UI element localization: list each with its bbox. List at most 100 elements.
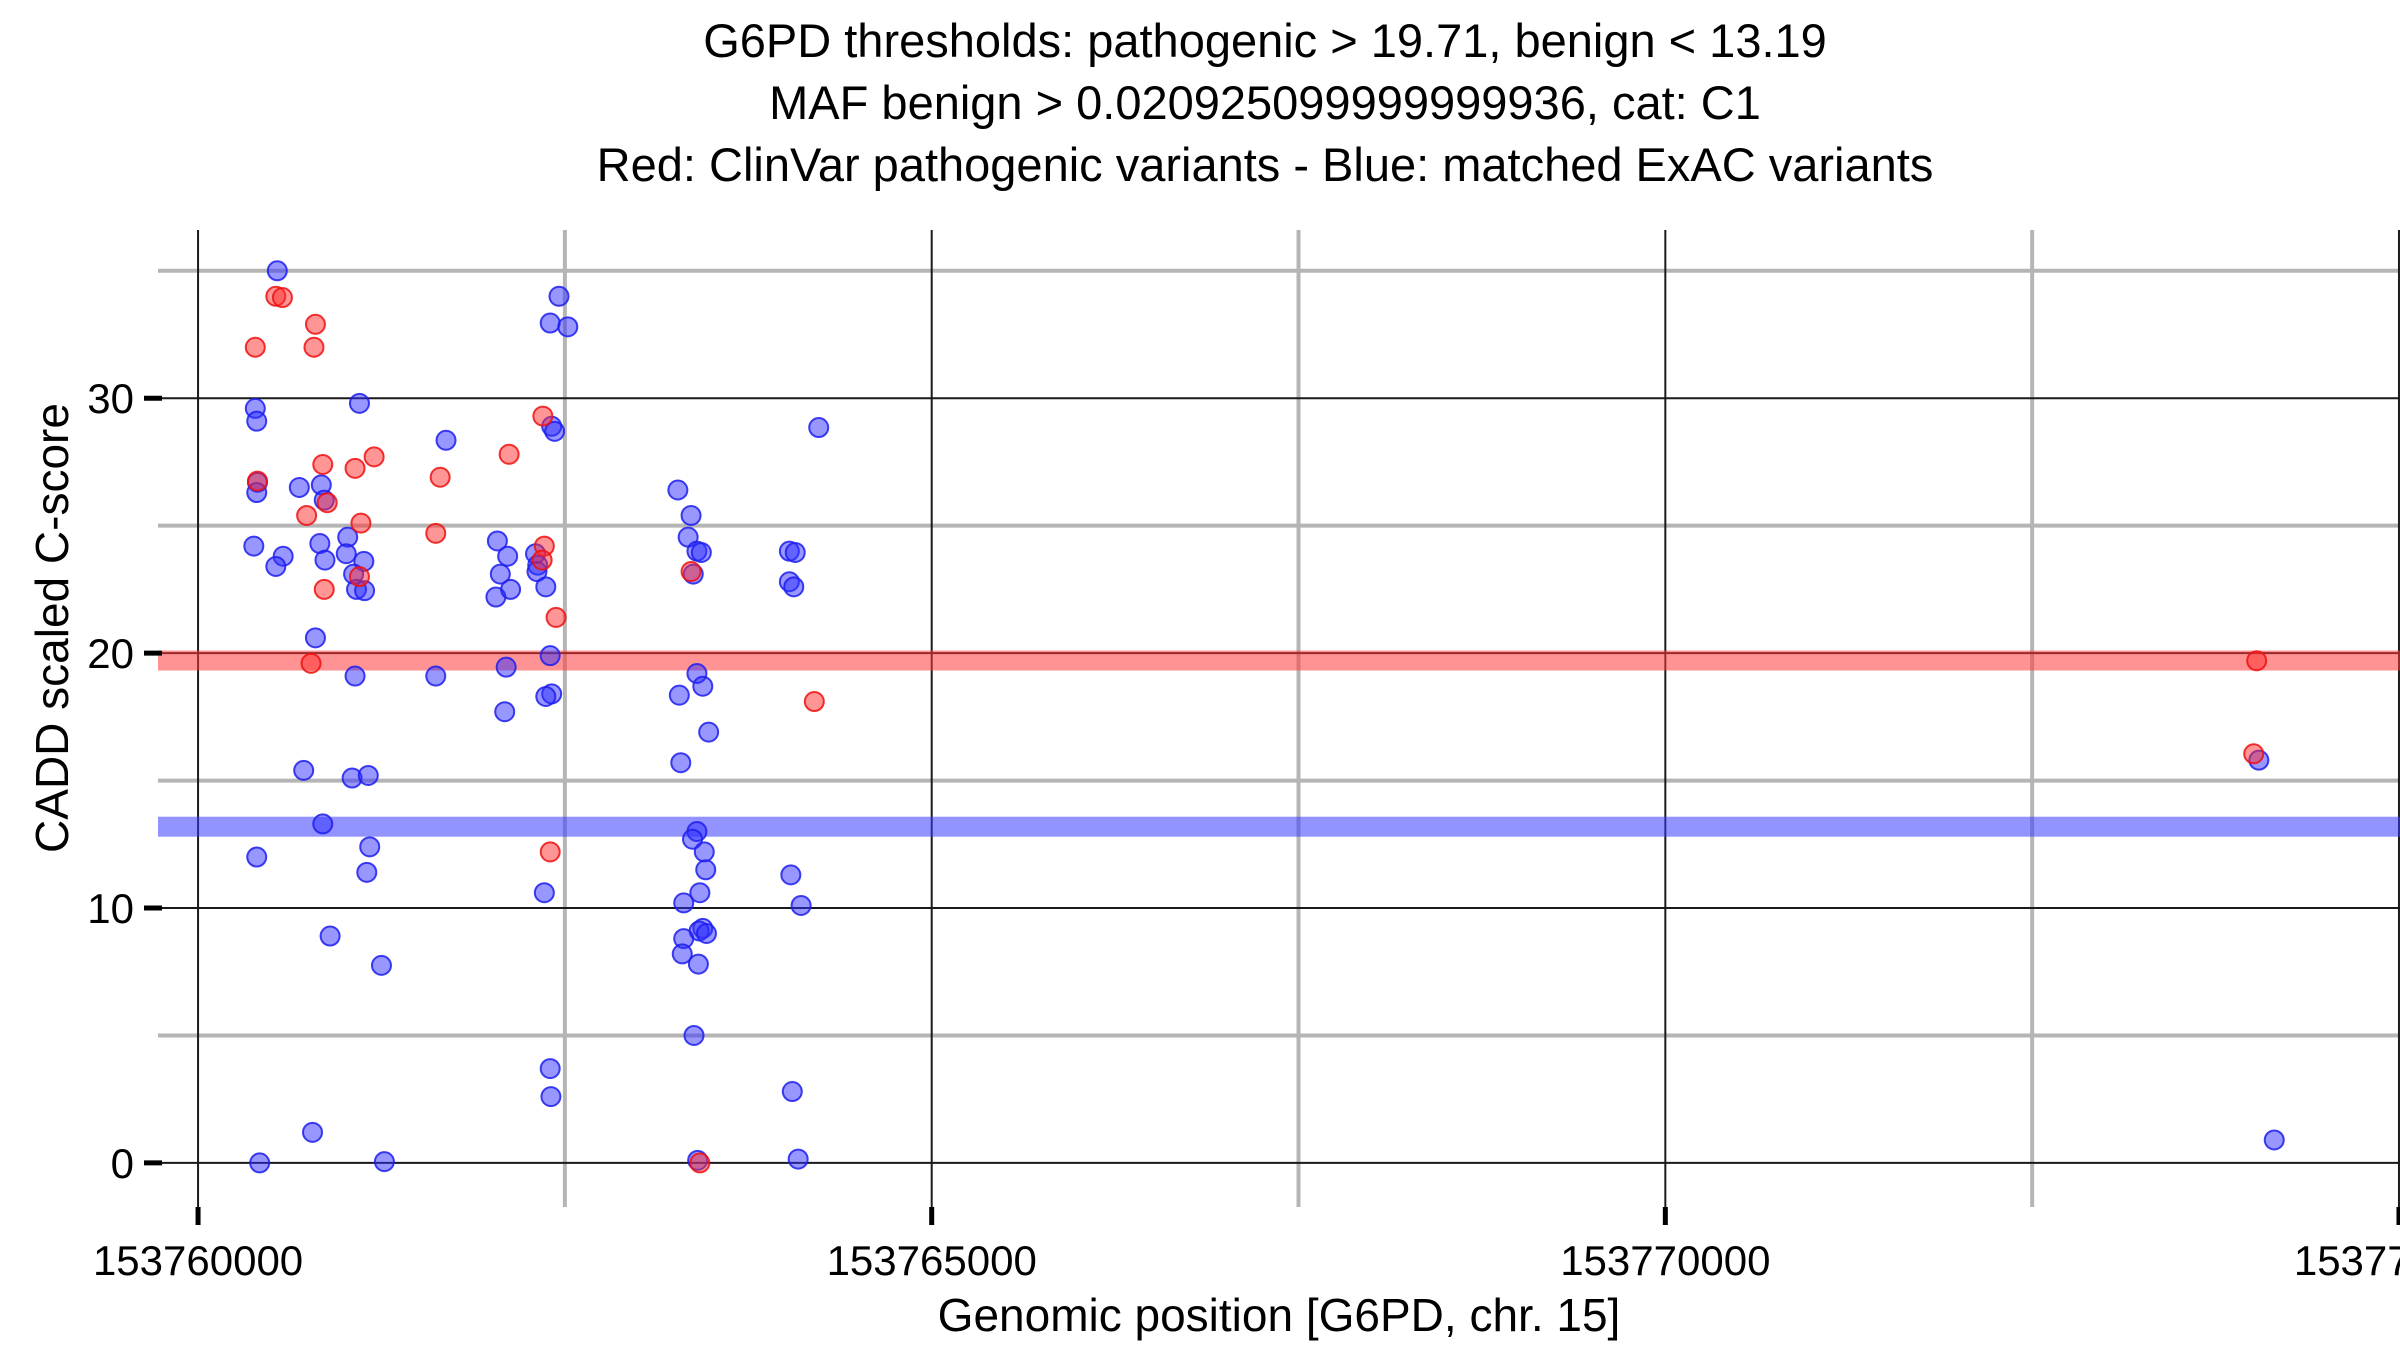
exac-matched-point (539, 645, 561, 667)
exac-matched-point (293, 759, 315, 781)
x-tick-label: 153775000 (2294, 1237, 2400, 1284)
clinvar-pathogenic-point (296, 504, 318, 526)
exac-matched-point (312, 813, 334, 835)
clinvar-pathogenic-point (244, 336, 266, 358)
exac-matched-point (687, 953, 709, 975)
exac-matched-point (533, 882, 555, 904)
exac-matched-point (344, 665, 366, 687)
clinvar-pathogenic-point (271, 287, 293, 309)
exac-matched-point (356, 861, 378, 883)
exac-matched-point (535, 685, 557, 707)
exac-matched-point (486, 530, 508, 552)
exac-matched-point (783, 576, 805, 598)
clinvar-pathogenic-point (2243, 743, 2265, 765)
exac-matched-point (425, 665, 447, 687)
chart-title-line1: G6PD thresholds: pathogenic > 19.71, ben… (703, 14, 1827, 67)
exac-matched-point (489, 563, 511, 585)
exac-matched-point (557, 316, 579, 338)
exac-matched-point (335, 543, 357, 565)
exac-matched-point (540, 1086, 562, 1108)
clinvar-pathogenic-point (539, 841, 561, 863)
clinvar-pathogenic-point (350, 512, 372, 534)
exac-matched-point (319, 925, 341, 947)
clinvar-pathogenic-point (313, 578, 335, 600)
exac-matched-point (808, 417, 830, 439)
exac-matched-point (689, 882, 711, 904)
exac-matched-point (539, 1058, 561, 1080)
benign-threshold-band (158, 816, 2400, 837)
exac-matched-point (544, 420, 566, 442)
exac-matched-point (373, 1151, 395, 1173)
y-tick-label: 0 (111, 1140, 134, 1187)
x-tick-label: 153770000 (1560, 1237, 1770, 1284)
exac-matched-point (304, 627, 326, 649)
exac-matched-point (667, 479, 689, 501)
exac-matched-point (695, 923, 717, 945)
exac-matched-point (243, 535, 265, 557)
clinvar-pathogenic-point (363, 446, 385, 468)
exac-matched-point (671, 943, 693, 965)
clinvar-pathogenic-point (429, 466, 451, 488)
x-tick-label: 153760000 (93, 1237, 303, 1284)
exac-matched-point (435, 429, 457, 451)
exac-matched-point (692, 675, 714, 697)
clinvar-pathogenic-point (425, 522, 447, 544)
exac-matched-point (790, 894, 812, 916)
chart-title: G6PD thresholds: pathogenic > 19.71, ben… (130, 10, 2400, 196)
clinvar-pathogenic-point (531, 549, 553, 571)
exac-matched-point (314, 549, 336, 571)
exac-matched-point (288, 476, 310, 498)
exac-matched-point (357, 764, 379, 786)
x-tick-label: 153765000 (827, 1237, 1037, 1284)
clinvar-pathogenic-point (803, 691, 825, 713)
clinvar-pathogenic-point (303, 336, 325, 358)
exac-matched-point (370, 954, 392, 976)
exac-matched-point (781, 1081, 803, 1103)
exac-matched-point (495, 656, 517, 678)
exac-matched-point (670, 752, 692, 774)
clinvar-pathogenic-point (300, 652, 322, 674)
exac-matched-point (500, 578, 522, 600)
clinvar-pathogenic-point (344, 457, 366, 479)
clinvar-pathogenic-point (545, 606, 567, 628)
exac-matched-point (497, 545, 519, 567)
exac-matched-point (695, 859, 717, 881)
exac-matched-point (548, 285, 570, 307)
exac-matched-point (246, 410, 268, 432)
exac-matched-point (539, 312, 561, 334)
clinvar-pathogenic-point (312, 454, 334, 476)
y-axis-title: CADD scaled C-score (26, 403, 78, 853)
exac-matched-point (246, 846, 268, 868)
exac-matched-point (249, 1152, 271, 1174)
exac-matched-point (780, 864, 802, 886)
y-tick-label: 20 (87, 630, 134, 677)
exac-matched-point (348, 392, 370, 414)
exac-matched-point (535, 576, 557, 598)
clinvar-pathogenic-point (316, 492, 338, 514)
exac-matched-point (690, 541, 712, 563)
exac-matched-point (668, 684, 690, 706)
exac-matched-point (359, 836, 381, 858)
clinvar-pathogenic-point (498, 443, 520, 465)
clinvar-pathogenic-point (348, 566, 370, 588)
exac-matched-point (682, 828, 704, 850)
exac-matched-point (265, 555, 287, 577)
exac-matched-point (784, 541, 806, 563)
exac-matched-point (302, 1121, 324, 1143)
exac-matched-point (693, 841, 715, 863)
clinvar-pathogenic-point (532, 405, 554, 427)
exac-matched-point (494, 701, 516, 723)
exac-matched-point (698, 721, 720, 743)
pathogenic-threshold-band (158, 650, 2400, 671)
x-axis-title: Genomic position [G6PD, chr. 15] (937, 1289, 1621, 1341)
exac-matched-point (787, 1148, 809, 1170)
exac-matched-point (266, 260, 288, 282)
exac-matched-point (2263, 1129, 2285, 1151)
clinvar-pathogenic-point (304, 313, 326, 335)
y-tick-label: 10 (87, 885, 134, 932)
exac-matched-point (683, 1024, 705, 1046)
y-tick-label: 30 (87, 375, 134, 422)
exac-matched-point (680, 504, 702, 526)
